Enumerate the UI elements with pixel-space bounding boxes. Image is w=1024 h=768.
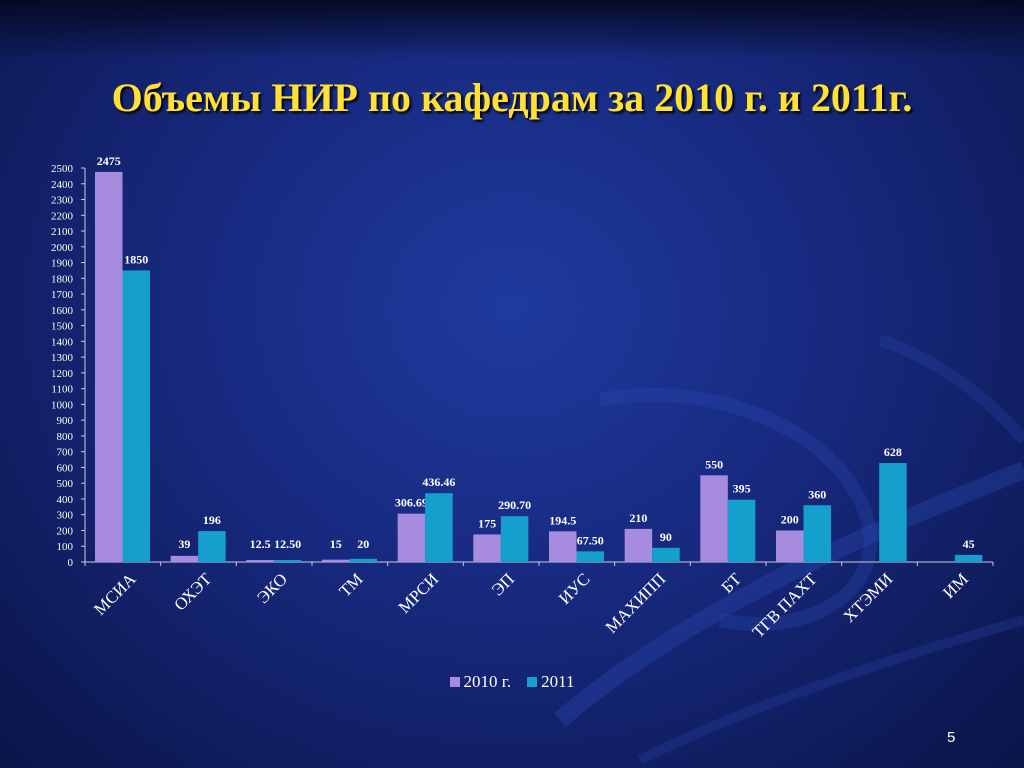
data-label: 194.5 bbox=[549, 513, 576, 527]
data-label: 200 bbox=[781, 512, 799, 526]
x-category-label: ЭП bbox=[488, 569, 518, 599]
x-category-label: ИМ bbox=[939, 569, 972, 602]
bar-2011 bbox=[122, 270, 150, 562]
bar-2011 bbox=[652, 547, 680, 562]
bar-2011 bbox=[879, 463, 907, 562]
bar-2010 bbox=[397, 513, 426, 562]
y-tick-label: 2500 bbox=[51, 163, 74, 175]
y-tick-label: 2300 bbox=[51, 195, 74, 207]
y-tick-label: 800 bbox=[57, 431, 74, 443]
y-tick-label: 1200 bbox=[51, 368, 74, 380]
legend-swatch-2010 bbox=[449, 677, 460, 687]
data-label: 90 bbox=[660, 530, 672, 544]
bar-2011 bbox=[727, 499, 756, 562]
x-category-label: ИУС bbox=[555, 569, 594, 608]
legend-item-2011: 2011 bbox=[527, 672, 574, 692]
y-tick-label: 2400 bbox=[51, 179, 74, 191]
y-tick-label: 1900 bbox=[51, 258, 74, 270]
chart-legend: 2010 г. 2011 bbox=[0, 672, 1024, 692]
data-label: 306.69 bbox=[395, 496, 428, 510]
bar-2010 bbox=[776, 530, 804, 562]
bar-2011 bbox=[273, 560, 302, 562]
data-label: 175 bbox=[478, 516, 496, 530]
data-label: 2475 bbox=[97, 154, 121, 168]
bar-2010 bbox=[624, 528, 653, 562]
data-label: 12.5 bbox=[250, 537, 271, 551]
bar-2010 bbox=[700, 475, 728, 562]
y-tick-label: 1500 bbox=[51, 321, 74, 333]
y-tick-label: 2200 bbox=[51, 210, 74, 222]
x-category-label: ОХЭТ bbox=[170, 569, 215, 614]
data-label: 395 bbox=[733, 482, 751, 496]
y-tick-label: 0 bbox=[68, 557, 74, 569]
y-tick-label: 1400 bbox=[51, 336, 74, 348]
x-category-label: ХТЭМИ bbox=[840, 569, 897, 626]
bar-2010 bbox=[473, 534, 501, 562]
legend-label-2011: 2011 bbox=[541, 672, 575, 691]
bar-2010 bbox=[549, 531, 577, 562]
bar-2011 bbox=[576, 551, 604, 562]
data-label: 12.50 bbox=[274, 537, 301, 551]
data-label: 45 bbox=[963, 537, 975, 551]
data-label: 360 bbox=[808, 487, 826, 501]
y-tick-label: 2000 bbox=[51, 242, 74, 254]
x-category-label: ТМ bbox=[335, 569, 366, 600]
legend-item-2010: 2010 г. bbox=[449, 672, 512, 692]
y-tick-label: 2100 bbox=[51, 226, 74, 238]
x-category-label: БТ bbox=[717, 569, 745, 597]
y-tick-label: 1700 bbox=[51, 289, 74, 301]
bar-2010 bbox=[246, 560, 274, 562]
data-label: 1850 bbox=[124, 252, 148, 266]
bar-2011 bbox=[803, 505, 831, 562]
data-label: 290.70 bbox=[498, 498, 531, 512]
legend-label-2010: 2010 г. bbox=[463, 672, 512, 691]
bar-2010 bbox=[170, 555, 199, 562]
data-label: 15 bbox=[330, 537, 342, 551]
x-category-label: МСИА bbox=[90, 569, 140, 619]
data-label: 39 bbox=[178, 537, 190, 551]
y-tick-label: 100 bbox=[57, 541, 74, 553]
y-tick-label: 1800 bbox=[51, 273, 74, 285]
x-category-label: МАХИПП bbox=[602, 569, 670, 637]
data-label: 210 bbox=[629, 511, 647, 525]
y-tick-label: 700 bbox=[57, 447, 74, 459]
bar-2011 bbox=[954, 554, 983, 562]
bar-2011 bbox=[500, 516, 529, 562]
y-tick-label: 1300 bbox=[51, 352, 74, 364]
top-shade bbox=[0, 0, 1024, 60]
data-label: 628 bbox=[884, 445, 902, 459]
data-label: 436.46 bbox=[422, 475, 455, 489]
bar-2011 bbox=[198, 531, 226, 562]
y-tick-label: 1600 bbox=[51, 305, 74, 317]
bar-2011 bbox=[425, 493, 453, 562]
x-category-label: ЭКО bbox=[253, 569, 291, 607]
y-tick-label: 600 bbox=[57, 462, 74, 474]
x-category-label: МРСИ bbox=[395, 569, 443, 617]
y-tick-label: 1000 bbox=[51, 399, 74, 411]
y-tick-label: 1100 bbox=[51, 384, 73, 396]
bar-2010 bbox=[95, 171, 123, 562]
y-tick-label: 200 bbox=[57, 525, 74, 537]
y-tick-label: 900 bbox=[57, 415, 74, 427]
data-label: 20 bbox=[357, 537, 369, 551]
page-number: 5 bbox=[947, 729, 956, 746]
data-label: 67.50 bbox=[577, 533, 604, 547]
data-label: 550 bbox=[705, 457, 723, 471]
data-label: 196 bbox=[203, 513, 221, 527]
x-category-label: ТГВ ПАХТ bbox=[749, 569, 822, 642]
y-tick-label: 500 bbox=[57, 478, 74, 490]
bar-2010 bbox=[322, 559, 350, 562]
slide-title: Объемы НИР по кафедрам за 2010 г. и 2011… bbox=[111, 75, 913, 120]
y-tick-label: 300 bbox=[57, 510, 74, 522]
y-tick-label: 400 bbox=[57, 494, 74, 506]
bar-2011 bbox=[349, 558, 377, 562]
legend-swatch-2011 bbox=[527, 677, 538, 687]
